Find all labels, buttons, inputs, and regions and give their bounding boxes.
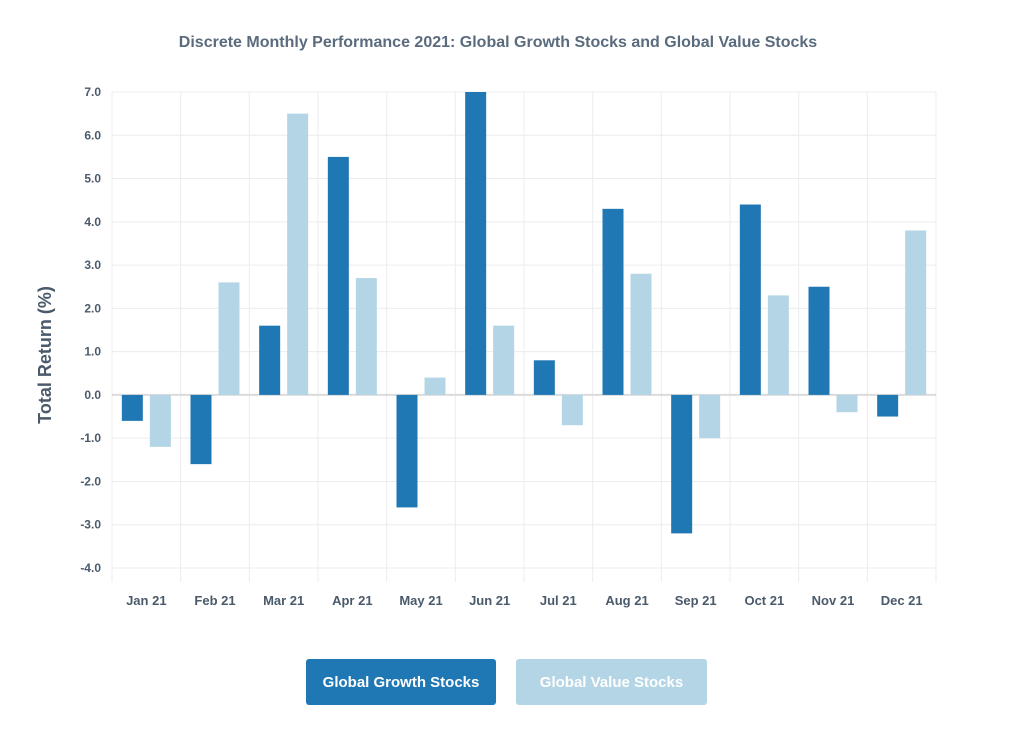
bar-growth-feb-21[interactable]	[190, 394, 212, 465]
bar-growth-dec-21[interactable]	[877, 394, 899, 417]
chart-title: Discrete Monthly Performance 2021: Globa…	[179, 34, 818, 51]
x-tick-label: Dec 21	[881, 593, 923, 608]
x-tick-label: Mar 21	[263, 593, 304, 608]
bar-value-may-21[interactable]	[424, 377, 446, 395]
y-tick-label: 5.0	[84, 172, 101, 186]
y-axis-label: Total Return (%)	[35, 286, 55, 424]
bar-value-feb-21[interactable]	[218, 282, 240, 395]
legend-value-stocks[interactable]: Global Value Stocks	[516, 659, 707, 705]
y-tick-label: 4.0	[84, 215, 101, 229]
y-axis-ticks: 7.0 6.0 5.0 4.0 3.0 2.0 1.0 0.0 -1.0 -2.0 -3.0 -4.0	[80, 85, 101, 575]
bar-growth-oct-21[interactable]	[739, 204, 761, 395]
y-tick-label: 1.0	[84, 345, 101, 359]
x-tick-label: Aug 21	[605, 593, 648, 608]
grid-lines	[111, 91, 937, 582]
x-tick-label: Feb 21	[194, 593, 235, 608]
bar-growth-sep-21[interactable]	[671, 394, 693, 534]
bar-value-sep-21[interactable]	[699, 394, 721, 439]
y-tick-label: -1.0	[80, 431, 101, 445]
y-tick-label: 0.0	[84, 388, 101, 402]
bar-value-dec-21[interactable]	[905, 230, 927, 395]
bar-value-oct-21[interactable]	[767, 295, 789, 395]
bar-growth-aug-21[interactable]	[602, 208, 624, 395]
y-tick-label: -3.0	[80, 518, 101, 532]
bar-value-mar-21[interactable]	[287, 113, 309, 395]
bar-growth-jun-21[interactable]	[465, 92, 487, 395]
x-tick-label: Nov 21	[812, 593, 855, 608]
bar-growth-jul-21[interactable]	[533, 360, 555, 395]
bar-value-jul-21[interactable]	[561, 394, 583, 426]
bar-value-nov-21[interactable]	[836, 394, 858, 413]
y-tick-label: 6.0	[84, 128, 101, 142]
x-tick-label: May 21	[399, 593, 442, 608]
x-tick-label: Jun 21	[469, 593, 510, 608]
x-axis-ticks: Jan 21 Feb 21 Mar 21 Apr 21 May 21 Jun 21 Jul …	[126, 593, 923, 608]
bar-value-apr-21[interactable]	[355, 278, 377, 395]
y-tick-label: 7.0	[84, 85, 101, 99]
bar-growth-mar-21[interactable]	[259, 325, 281, 395]
x-tick-label: Apr 21	[332, 593, 372, 608]
bar-growth-apr-21[interactable]	[327, 156, 349, 395]
y-tick-label: 3.0	[84, 258, 101, 272]
x-tick-label: Jan 21	[126, 593, 166, 608]
y-tick-label: 2.0	[84, 301, 101, 315]
y-tick-label: -2.0	[80, 474, 101, 488]
bar-value-jan-21[interactable]	[149, 394, 171, 447]
legend-growth-stocks[interactable]: Global Growth Stocks	[306, 659, 496, 705]
bars	[121, 92, 927, 534]
bar-growth-nov-21[interactable]	[808, 286, 830, 395]
x-tick-label: Jul 21	[540, 593, 577, 608]
bar-value-aug-21[interactable]	[630, 273, 652, 395]
x-tick-label: Sep 21	[675, 593, 717, 608]
bar-growth-jan-21[interactable]	[121, 394, 143, 421]
x-tick-label: Oct 21	[744, 593, 784, 608]
bar-value-jun-21[interactable]	[493, 325, 515, 395]
y-tick-label: -4.0	[80, 561, 101, 575]
bar-growth-may-21[interactable]	[396, 394, 418, 508]
